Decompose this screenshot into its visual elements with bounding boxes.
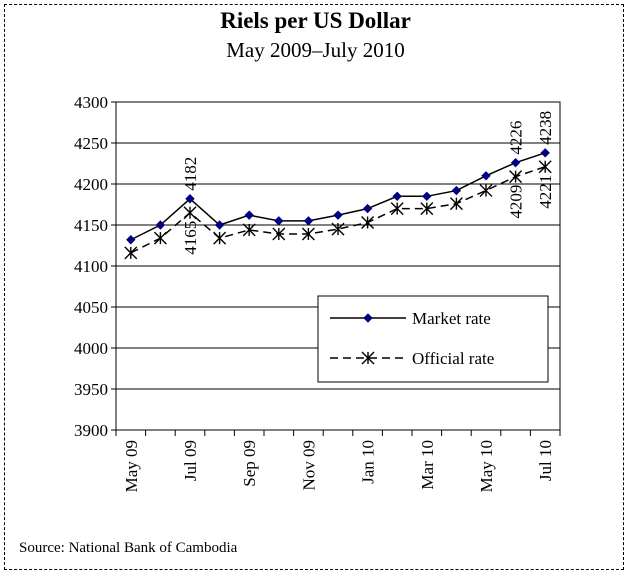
data-point: [333, 210, 343, 220]
series-official-rate: [124, 160, 552, 260]
data-point: [183, 206, 197, 220]
legend: Market rate Official rate: [317, 295, 549, 383]
data-point: [479, 184, 493, 198]
y-axis-ticks: 3900 3950 4000 4050 4100 4150 4200 4250 4300: [74, 93, 116, 440]
data-point: [451, 185, 462, 196]
legend-label: Market rate: [412, 309, 491, 328]
data-point: [153, 231, 167, 245]
y-tick-label: 3900: [74, 421, 108, 440]
y-tick-label: 4250: [74, 134, 108, 153]
data-point: [124, 246, 138, 260]
data-labels: 4182 4165 4226 4209 4238 4221: [181, 111, 555, 255]
x-axis-ticks: May 09 Jul 09 Sep 09 Nov 09 Jan 10 Mar 10 May …: [115, 430, 561, 492]
data-label: 4238: [536, 111, 555, 145]
y-tick-label: 4100: [74, 257, 108, 276]
series-group: [124, 148, 552, 260]
data-point: [331, 222, 345, 236]
series-line: [130, 166, 546, 254]
data-point: [420, 202, 434, 216]
legend-item: Market rate: [330, 309, 491, 328]
data-point: [361, 216, 375, 230]
data-label: 4182: [181, 157, 200, 191]
data-point: [244, 210, 254, 220]
x-tick-label: May 10: [477, 440, 496, 492]
data-point: [155, 220, 166, 230]
chart-frame: [4, 4, 624, 570]
y-tick-label: 4300: [74, 93, 108, 112]
legend-marker: [363, 313, 373, 323]
data-point: [214, 220, 225, 230]
legend-marker: [361, 351, 375, 365]
data-label: 4165: [181, 221, 200, 255]
data-point: [185, 194, 195, 204]
data-point: [126, 235, 136, 245]
source-note: Source: National Bank of Cambodia: [19, 540, 238, 556]
legend-box: [317, 295, 549, 383]
data-point: [481, 171, 491, 181]
data-point: [274, 216, 284, 226]
y-tick-label: 4050: [74, 298, 108, 317]
data-point: [301, 227, 315, 241]
y-tick-label: 4200: [74, 175, 108, 194]
data-point: [272, 227, 286, 241]
chart-subtitle: May 2009–July 2010: [226, 38, 405, 62]
x-tick-label: Mar 10: [418, 440, 437, 490]
data-point: [392, 191, 402, 202]
data-point: [449, 197, 463, 211]
data-point: [362, 203, 373, 214]
x-tick-label: Sep 09: [240, 440, 259, 487]
data-point: [509, 170, 523, 184]
series-market-rate: [126, 148, 550, 245]
y-tick-label: 4150: [74, 216, 108, 235]
x-tick-label: Jul 10: [536, 440, 555, 481]
y-tick-label: 3950: [74, 380, 108, 399]
x-tick-label: May 09: [122, 440, 141, 492]
data-point: [540, 148, 550, 158]
y-tick-label: 4000: [74, 339, 108, 358]
data-label: 4226: [507, 121, 526, 155]
data-point: [538, 160, 552, 174]
data-point: [213, 231, 227, 245]
x-tick-label: Jul 09: [181, 440, 200, 481]
data-point: [510, 157, 521, 168]
data-point: [422, 191, 432, 202]
legend-item: Official rate: [330, 349, 494, 368]
data-point: [303, 216, 314, 226]
chart-title: Riels per US Dollar: [220, 8, 411, 33]
data-label: 4221: [536, 175, 555, 209]
legend-label: Official rate: [412, 349, 494, 368]
x-tick-label: Jan 10: [359, 440, 378, 484]
data-label: 4209: [507, 185, 526, 219]
data-point: [242, 223, 256, 237]
data-point: [390, 202, 404, 216]
x-tick-label: Nov 09: [299, 440, 318, 491]
